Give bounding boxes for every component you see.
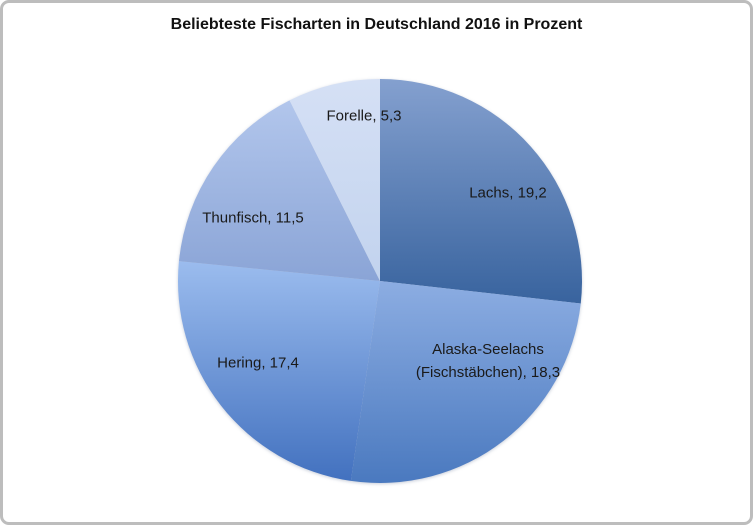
chart-title: Beliebteste Fischarten in Deutschland 20… xyxy=(170,16,583,33)
pie-slice-hering xyxy=(177,261,380,481)
pie-chart xyxy=(177,79,582,483)
slice-label-thunfisch: Thunfisch, 11,5 xyxy=(202,206,303,229)
slice-label-line: Thunfisch, 11,5 xyxy=(202,209,304,227)
slice-label-line: Alaska-Seelachs xyxy=(432,340,544,358)
pie-slice-lachs xyxy=(380,79,582,304)
slice-label-line: Forelle, 5,3 xyxy=(326,107,402,125)
pie-slice-alaska-seelachs-fischst-bchen xyxy=(350,281,581,483)
slice-label-line: (Fischstäbchen), 18,3 xyxy=(415,364,561,381)
slice-label-hering: Hering, 17,4 xyxy=(217,351,299,374)
pie-slice-thunfisch xyxy=(178,100,380,282)
slice-label-line: Hering, 17,4 xyxy=(217,354,299,372)
slice-label-lachs: Lachs, 19,2 xyxy=(469,181,547,204)
slice-label-line: Lachs, 19,2 xyxy=(469,184,547,202)
slice-label-alaska-seelachs-fischst-bchen: Alaska-Seelachs (Fischstäbchen), 18,3 xyxy=(416,338,560,385)
slice-label-forelle: Forelle, 5,3 xyxy=(326,104,401,127)
pie-slice-forelle xyxy=(289,79,380,281)
